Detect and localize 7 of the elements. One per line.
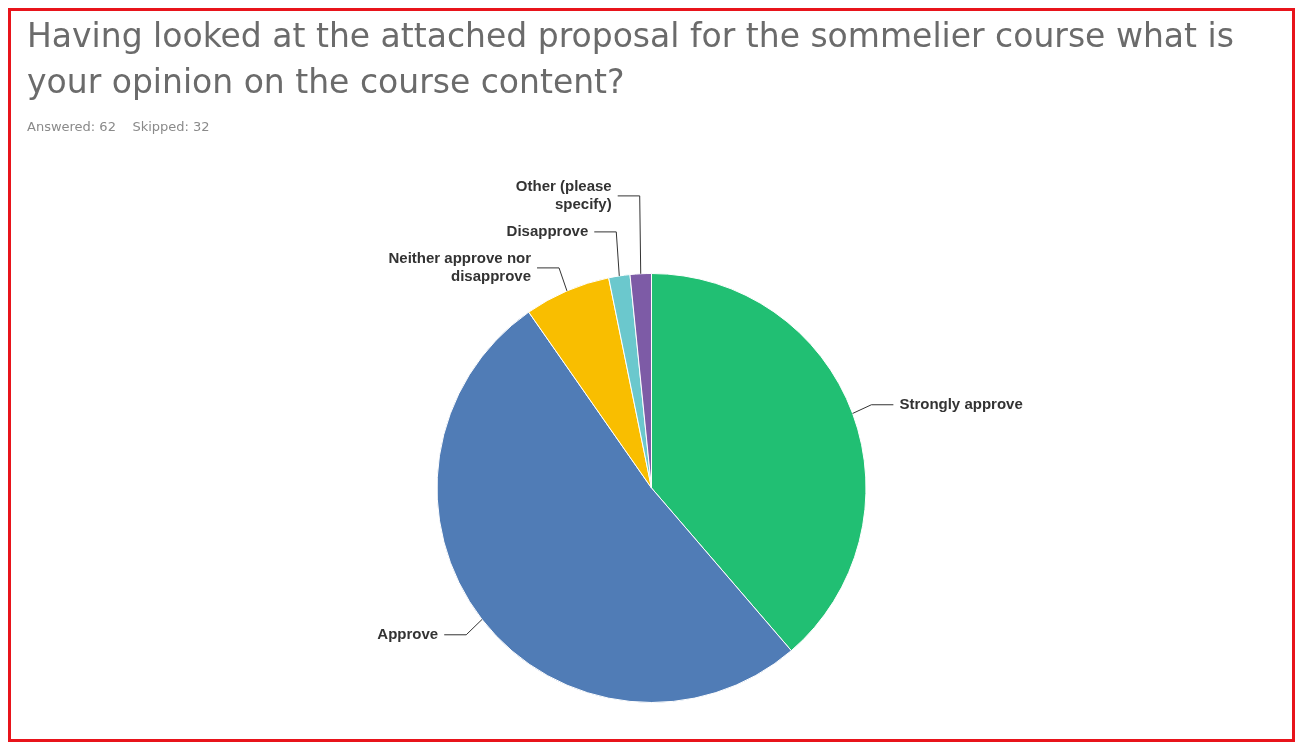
chart-title: Having looked at the attached proposal for the sommelier course what is your opinion on the course content? xyxy=(26,15,1235,103)
text: Answered: 62 Skipped: 32 xyxy=(26,118,211,134)
slice-label: Disapprove xyxy=(506,222,589,240)
slice-label: Strongly approve xyxy=(899,394,1023,412)
slice-label: Neither approve nor disapprove xyxy=(388,249,532,285)
slice-label: Approve xyxy=(377,624,439,642)
slice-label: Other (please specify) xyxy=(515,177,612,213)
